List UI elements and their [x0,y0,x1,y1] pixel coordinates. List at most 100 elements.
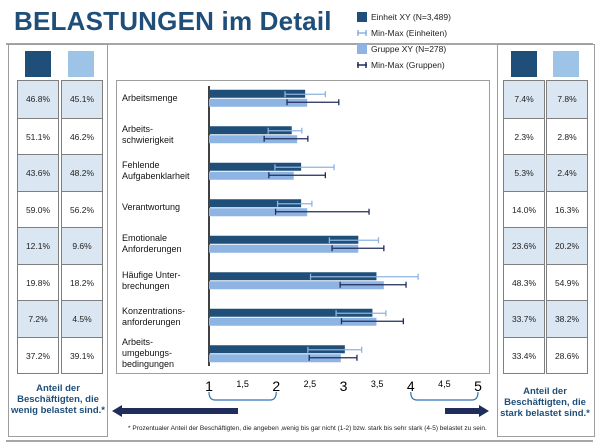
category-label-line: anforderungen [122,317,181,328]
bar-unit [209,345,345,354]
category-label-line: Verantwortung [122,202,181,213]
legend-label: Einheit XY (N=3,489) [371,12,451,22]
left-group-cell: 46.2% [62,117,102,155]
category-label: Arbeits-schwierigkeit [122,124,206,146]
category-label: Arbeitsmenge [122,93,206,104]
category-label-line: Häufige Unter- [122,269,181,280]
right-unit-cell: 2.3% [504,117,544,155]
left-group-cell: 56.2% [62,190,102,228]
bar-unit [209,199,302,208]
left-group-column: 45.1% 46.2% 48.2% 56.2% 9.6% 18.2% 4.5% 39.1% [61,80,103,374]
legend-item: Min-Max (Gruppen) [357,58,451,74]
right-unit-cell: 5.3% [504,154,544,191]
x-minor-tick-label: 2,5 [304,379,317,389]
legend-item: Einheit XY (N=3,489) [357,10,451,26]
category-label-line: schwierigkeit [122,134,174,145]
x-major-tick-label: 2 [272,378,280,394]
left-unit-cell: 46.8% [18,81,58,118]
x-major-tick-label: 1 [205,378,213,394]
legend-item: Gruppe XY (N=278) [357,42,451,58]
category-label-line: brechungen [122,280,170,291]
category-label: Emotionale Anforderungen [122,233,206,255]
bar-unit [209,89,306,98]
bar-group [209,317,377,326]
category-label: Verantwortung [122,202,206,213]
x-minor-tick-label: 1,5 [236,379,249,389]
category-label-line: Arbeitsmenge [122,92,178,103]
left-group-swatch [68,51,94,77]
x-major-tick-label: 5 [474,378,482,394]
bar-unit [209,308,373,317]
right-arrow-icon [445,405,489,417]
right-group-swatch [553,51,579,77]
category-label-line: Fehlende [122,160,160,171]
category-label: Arbeits-umgebungs-bedingungen [122,337,206,370]
legend-range-icon [357,28,367,38]
left-unit-cell: 51.1% [18,117,58,155]
category-label: Konzentrations-anforderungen [122,306,206,328]
category-label-line: Arbeits- [122,123,154,134]
category-label-line: Anforderungen [122,244,182,255]
bar-group [209,354,341,363]
right-group-cell: 28.6% [547,336,587,374]
left-unit-cell: 43.6% [18,154,58,191]
right-unit-cell: 33.7% [504,300,544,337]
x-minor-tick-label: 3,5 [371,379,384,389]
bar-group [209,98,308,107]
bar-unit [209,126,292,135]
bar-unit [209,272,377,281]
left-unit-cell: 37.2% [18,336,58,374]
low-range-bracket [208,391,277,401]
bar-group [209,171,294,180]
left-group-cell: 4.5% [62,300,102,337]
legend-range-icon [357,60,367,70]
high-range-bracket [410,391,479,401]
category-label-line: Konzentrations- [122,306,186,317]
right-group-cell: 2.8% [547,117,587,155]
bar-group [209,208,308,217]
bottom-divider [6,440,593,442]
left-unit-cell: 19.8% [18,263,58,301]
right-unit-cell: 33.4% [504,336,544,374]
left-group-cell: 48.2% [62,154,102,191]
page-title: BELASTUNGEN im Detail [14,6,332,36]
legend-label: Min-Max (Gruppen) [371,60,445,70]
bar-unit [209,235,359,244]
category-label-line: Aufgabenklarheit [122,171,190,182]
top-divider [6,43,593,45]
bar-group [209,244,359,253]
left-arrow-icon [112,405,238,417]
right-group-cell: 7.8% [547,81,587,118]
footnote: * Prozentualer Anteil der Beschäftigten,… [128,425,487,432]
right-unit-column: 7.4% 2.3% 5.3% 14.0% 23.6% 48.3% 33.7% 33.4% [503,80,545,374]
right-group-cell: 54.9% [547,263,587,301]
category-label-line: umgebungs- [122,348,173,359]
left-unit-cell: 7.2% [18,300,58,337]
x-major-tick-label: 4 [407,378,415,394]
legend: Einheit XY (N=3,489) Min-Max (Einheiten) G… [357,10,451,74]
category-label: Häufige Unter-brechungen [122,270,206,292]
right-group-cell: 16.3% [547,190,587,228]
legend-swatch [357,12,367,22]
right-group-cell: 20.2% [547,227,587,264]
right-group-column: 7.8% 2.8% 2.4% 16.3% 20.2% 54.9% 38.2% 28.6% [546,80,588,374]
right-unit-cell: 48.3% [504,263,544,301]
category-label-line: Emotionale [122,233,168,244]
left-unit-cell: 59.0% [18,190,58,228]
right-unit-cell: 14.0% [504,190,544,228]
right-unit-cell: 23.6% [504,227,544,264]
legend-label: Gruppe XY (N=278) [371,44,447,54]
x-major-tick-label: 3 [340,378,348,394]
left-unit-cell: 12.1% [18,227,58,264]
legend-swatch [357,44,367,54]
bar-unit [209,162,302,171]
right-note: Anteil der Beschäftigten, die stark bela… [500,386,590,419]
category-label-line: Arbeits- [122,337,154,348]
legend-label: Min-Max (Einheiten) [371,28,448,38]
bar-group [209,281,384,290]
left-unit-swatch [25,51,51,77]
legend-item: Min-Max (Einheiten) [357,26,451,42]
right-unit-cell: 7.4% [504,81,544,118]
x-minor-tick-label: 4,5 [438,379,451,389]
